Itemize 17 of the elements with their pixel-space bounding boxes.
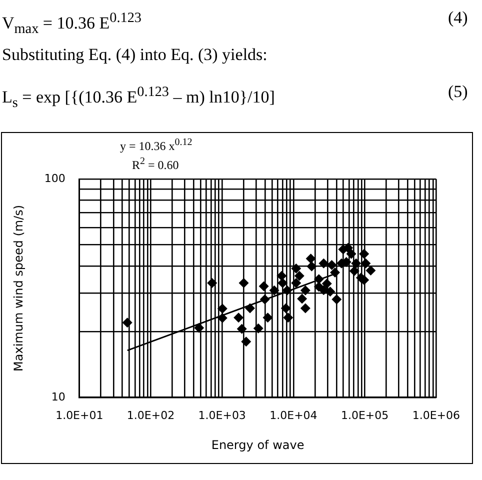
x-tick-label: 1.0E+01 xyxy=(56,408,104,422)
x-tick-label: 1.0E+04 xyxy=(270,408,318,422)
text: R$^{2}$ = 0.60 xyxy=(132,156,179,173)
x-tick-label: 1.0E+02 xyxy=(126,408,175,422)
x-tick-label: 1.0E+03 xyxy=(198,408,246,422)
x-axis-title: Energy of wave xyxy=(211,438,304,452)
text: (5) xyxy=(448,82,468,102)
text: V$_{max}$ = 10.36 E$^{0.123}$ xyxy=(2,9,142,40)
text: Substituting Eq. (4) into Eq. (3) yields: xyxy=(2,45,268,65)
text: (4) xyxy=(448,8,468,28)
text: L$_{s}$ = exp [{(10.36 E$^{0.123}$ – m) ln10}/10] xyxy=(2,83,275,114)
y-tick-label: 10 xyxy=(51,390,66,404)
x-tick-label: 1.0E+05 xyxy=(340,408,389,422)
y-tick-label: 100 xyxy=(44,172,66,185)
text: y = 10.36 x$^{0.12}$ xyxy=(120,137,192,154)
x-tick-label: 1.0E+06 xyxy=(412,408,460,422)
y-axis-title: Maximum wind speed (m/s) xyxy=(11,204,26,372)
